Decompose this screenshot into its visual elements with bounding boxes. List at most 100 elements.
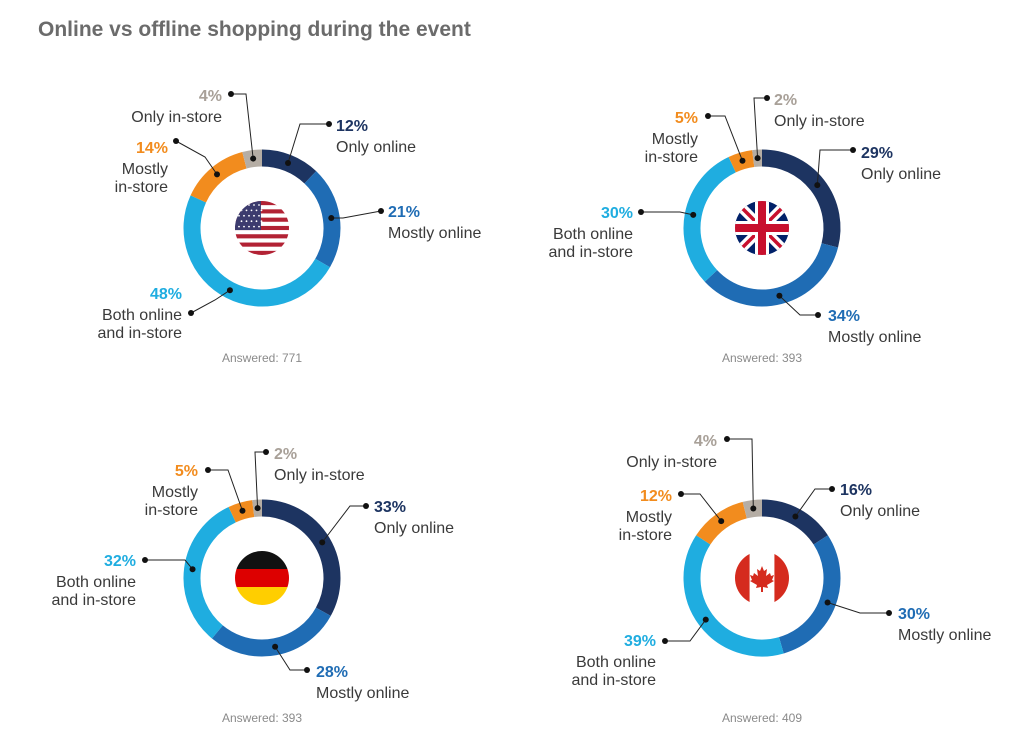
slice-label: and in-store (572, 672, 657, 689)
slice-label: Mostly (122, 161, 168, 178)
slice-label: in-store (145, 502, 198, 519)
slice-percent: 16% (840, 482, 872, 499)
donut-chart: 12% Only online 21% Mostly online 48% Both on… (98, 88, 482, 365)
donut-slice-both (183, 506, 237, 639)
slice-percent: 2% (274, 446, 297, 463)
callout-dot (328, 215, 335, 222)
slice-label: and in-store (98, 325, 183, 342)
slice-percent: 30% (898, 606, 930, 623)
slice-percent: 12% (640, 488, 672, 505)
callout-line (827, 602, 889, 614)
slice-label: Only online (374, 520, 454, 537)
callout-dot (214, 171, 221, 178)
slice-percent: 14% (136, 140, 168, 157)
page-title: Online vs offline shopping during the ev… (38, 18, 471, 41)
callout-dot (189, 566, 196, 573)
slice-percent: 5% (175, 463, 198, 480)
slice-label: Both online (102, 307, 182, 324)
answered-count: Answered: 771 (222, 351, 302, 365)
germany-flag-icon (235, 551, 289, 605)
callout-line (208, 469, 243, 511)
callout-dot (228, 91, 234, 97)
callout-line (753, 97, 767, 159)
callout-line (231, 93, 254, 159)
slice-label: and in-store (52, 592, 137, 609)
callout-dot (792, 513, 799, 520)
callout-line (254, 451, 266, 509)
slice-label: in-store (619, 527, 672, 544)
callout-line (331, 210, 382, 219)
donut-slice-mostly-instore (696, 501, 748, 545)
callout-dot (250, 155, 257, 162)
slice-label: Mostly (626, 509, 672, 526)
callout-dot (378, 208, 384, 214)
slice-label: Only online (861, 166, 941, 183)
callout-line (641, 211, 694, 216)
slice-label: Mostly (652, 131, 698, 148)
callout-dot (188, 310, 194, 316)
answered-count: Answered: 409 (722, 711, 802, 725)
slice-label: Mostly online (388, 225, 481, 242)
slice-percent: 32% (104, 553, 136, 570)
donut-chart: 33% Only online 28% Mostly online 32% Both on… (52, 446, 455, 725)
canada-flag-icon (735, 551, 789, 605)
callout-line (175, 140, 218, 175)
slice-label: Only online (336, 139, 416, 156)
slice-label: Both online (576, 654, 656, 671)
callout-line (708, 115, 743, 161)
donut-slice-mostly-online (304, 171, 341, 268)
callout-dot (263, 449, 269, 455)
callout-line (274, 646, 307, 671)
slice-label: Mostly online (898, 627, 991, 644)
callout-line (145, 559, 193, 570)
callout-dot (678, 491, 684, 497)
us-flag-icon (235, 201, 289, 255)
slice-label: Mostly (152, 484, 198, 501)
callout-dot (815, 312, 821, 318)
callout-dot (739, 157, 746, 164)
slice-percent: 4% (694, 433, 717, 450)
callout-dot (754, 155, 761, 162)
callout-dot (702, 616, 709, 623)
slice-label: Mostly online (316, 685, 409, 702)
slice-label: Both online (553, 226, 633, 243)
callout-line (681, 493, 722, 522)
callout-dot (638, 209, 644, 215)
callout-dot (705, 113, 711, 119)
slice-percent: 21% (388, 204, 420, 221)
donut-slice-only-online (761, 499, 828, 545)
donut-slice-both (683, 156, 737, 282)
callout-line (665, 619, 707, 642)
callout-dot (205, 467, 211, 473)
slice-label: Both online (56, 574, 136, 591)
callout-line (727, 438, 754, 509)
callout-dot (142, 557, 148, 563)
callout-dot (285, 160, 292, 167)
slice-percent: 28% (316, 664, 348, 681)
slice-label: in-store (115, 179, 168, 196)
callout-dot (718, 518, 725, 525)
callout-dot (304, 667, 310, 673)
donut-chart: 29% Only online 34% Mostly online 30% Both on… (549, 92, 942, 365)
callout-line (287, 123, 329, 164)
callout-dot (319, 539, 326, 546)
answered-count: Answered: 393 (722, 351, 802, 365)
uk-flag-icon (735, 201, 789, 255)
callout-dot (750, 505, 757, 512)
slice-percent: 39% (624, 633, 656, 650)
callout-dot (690, 211, 697, 218)
slice-percent: 4% (199, 88, 222, 105)
answered-count: Answered: 393 (222, 711, 302, 725)
donut-slice-mostly-instore (190, 152, 247, 203)
callout-dot (662, 638, 668, 644)
donut-chart: 16% Only online 30% Mostly online 39% Both on… (572, 433, 992, 725)
callout-dot (724, 436, 730, 442)
callout-line (190, 289, 231, 314)
slice-percent: 29% (861, 145, 893, 162)
callout-dot (764, 95, 770, 101)
slice-label: Only online (840, 503, 920, 520)
donut-slice-mostly-online (211, 607, 331, 657)
slice-percent: 5% (675, 110, 698, 127)
callout-dot (776, 292, 783, 299)
